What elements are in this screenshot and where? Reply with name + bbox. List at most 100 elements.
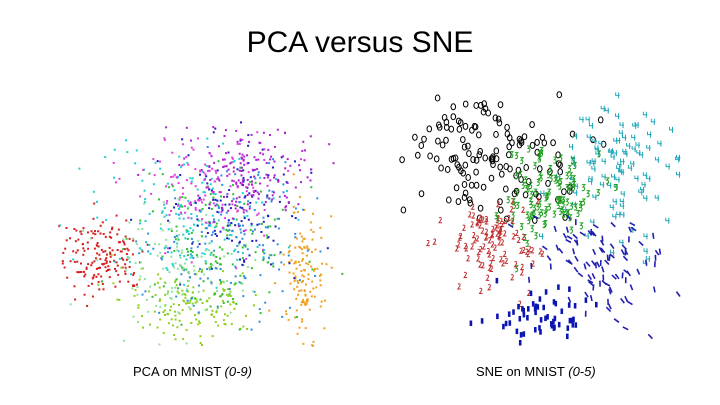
pca-point bbox=[285, 310, 287, 313]
pca-point bbox=[225, 293, 228, 296]
pca-point bbox=[301, 320, 304, 323]
pca-point bbox=[238, 328, 241, 331]
pca-point bbox=[183, 255, 186, 258]
pca-point bbox=[295, 237, 298, 240]
pca-point bbox=[180, 323, 183, 326]
pca-point bbox=[143, 201, 146, 204]
pca-point bbox=[240, 220, 243, 223]
pca-point bbox=[281, 208, 284, 211]
pca-point bbox=[310, 265, 313, 268]
sne-zero-glyph bbox=[569, 130, 576, 138]
sne-digit-glyph bbox=[484, 218, 489, 225]
pca-point bbox=[206, 232, 209, 234]
pca-point bbox=[182, 217, 185, 220]
pca-point bbox=[167, 313, 170, 316]
pca-point bbox=[214, 267, 217, 270]
sne-digit-glyph bbox=[480, 227, 485, 234]
pca-point bbox=[196, 188, 199, 191]
pca-point bbox=[171, 262, 174, 265]
pca-point bbox=[83, 270, 85, 273]
pca-point bbox=[75, 251, 78, 254]
sne-digit-glyph bbox=[598, 140, 603, 147]
pca-point bbox=[228, 173, 231, 176]
pca-point bbox=[256, 131, 259, 134]
pca-point bbox=[186, 207, 189, 210]
pca-point bbox=[294, 246, 297, 249]
pca-point bbox=[221, 293, 224, 296]
pca-point bbox=[184, 262, 187, 265]
pca-point bbox=[181, 138, 184, 141]
pca-point bbox=[123, 243, 126, 246]
pca-point bbox=[100, 248, 103, 251]
sne-digit-glyph bbox=[621, 134, 627, 141]
pca-point bbox=[239, 201, 242, 204]
pca-point bbox=[273, 191, 275, 194]
pca-point bbox=[115, 270, 118, 273]
pca-point bbox=[239, 274, 242, 277]
pca-point bbox=[117, 241, 120, 244]
sne-zero-glyph bbox=[473, 181, 480, 189]
pca-point bbox=[170, 183, 173, 186]
pca-point bbox=[96, 242, 99, 244]
pca-point bbox=[90, 237, 93, 239]
sne-zero-glyph bbox=[496, 119, 503, 127]
pca-point bbox=[183, 163, 185, 166]
pca-point bbox=[293, 277, 296, 280]
sne-caption: SNE on MNIST (0-5) bbox=[476, 364, 596, 379]
sne-digit-glyph bbox=[500, 239, 505, 246]
pca-point bbox=[320, 236, 323, 239]
sne-digit-glyph bbox=[590, 228, 593, 235]
pca-point bbox=[107, 269, 109, 271]
sne-zero-glyph bbox=[521, 133, 528, 141]
sne-zero-glyph bbox=[443, 123, 450, 131]
sne-digit-glyph bbox=[600, 105, 606, 112]
pca-point bbox=[234, 282, 237, 285]
sne-digit-glyph bbox=[568, 143, 574, 150]
pca-point bbox=[148, 244, 151, 246]
sne-digit-glyph bbox=[609, 204, 615, 211]
pca-point bbox=[169, 309, 172, 312]
pca-point bbox=[301, 252, 304, 255]
pca-point bbox=[163, 138, 166, 141]
sne-zero-glyph bbox=[450, 103, 457, 111]
pca-point bbox=[242, 295, 245, 298]
pca-point bbox=[112, 161, 115, 164]
sne-zero-glyph bbox=[516, 141, 523, 149]
pca-point bbox=[238, 240, 241, 243]
pca-point bbox=[268, 189, 271, 192]
sne-zero-glyph bbox=[497, 163, 503, 171]
pca-point bbox=[257, 173, 260, 176]
pca-point bbox=[273, 218, 276, 221]
pca-point bbox=[178, 155, 181, 158]
sne-digit-glyph bbox=[511, 211, 516, 219]
pca-point bbox=[125, 219, 128, 222]
pca-point bbox=[265, 162, 268, 164]
pca-point bbox=[215, 310, 218, 313]
pca-point bbox=[171, 151, 174, 154]
sne-one-glyph bbox=[538, 325, 541, 331]
pca-point bbox=[282, 191, 285, 194]
pca-point bbox=[185, 289, 188, 292]
pca-point bbox=[183, 157, 186, 160]
pca-point bbox=[231, 263, 234, 266]
pca-point bbox=[306, 300, 309, 303]
pca-point bbox=[191, 251, 194, 253]
pca-point bbox=[147, 310, 150, 313]
pca-point bbox=[325, 263, 328, 266]
pca-point bbox=[240, 181, 243, 184]
sne-digit-glyph bbox=[500, 220, 505, 228]
pca-point bbox=[199, 298, 202, 301]
pca-point bbox=[244, 245, 247, 248]
pca-point bbox=[205, 175, 208, 178]
pca-point bbox=[144, 220, 147, 222]
sne-digit-glyph bbox=[584, 291, 589, 298]
pca-point bbox=[176, 237, 179, 240]
pca-point bbox=[240, 231, 243, 234]
pca-point bbox=[97, 283, 100, 286]
pca-point bbox=[258, 193, 260, 196]
pca-point bbox=[263, 209, 266, 211]
sne-digit-glyph bbox=[516, 236, 521, 243]
pca-point bbox=[91, 277, 94, 280]
pca-point bbox=[302, 300, 305, 303]
sne-digit-glyph bbox=[654, 156, 660, 163]
